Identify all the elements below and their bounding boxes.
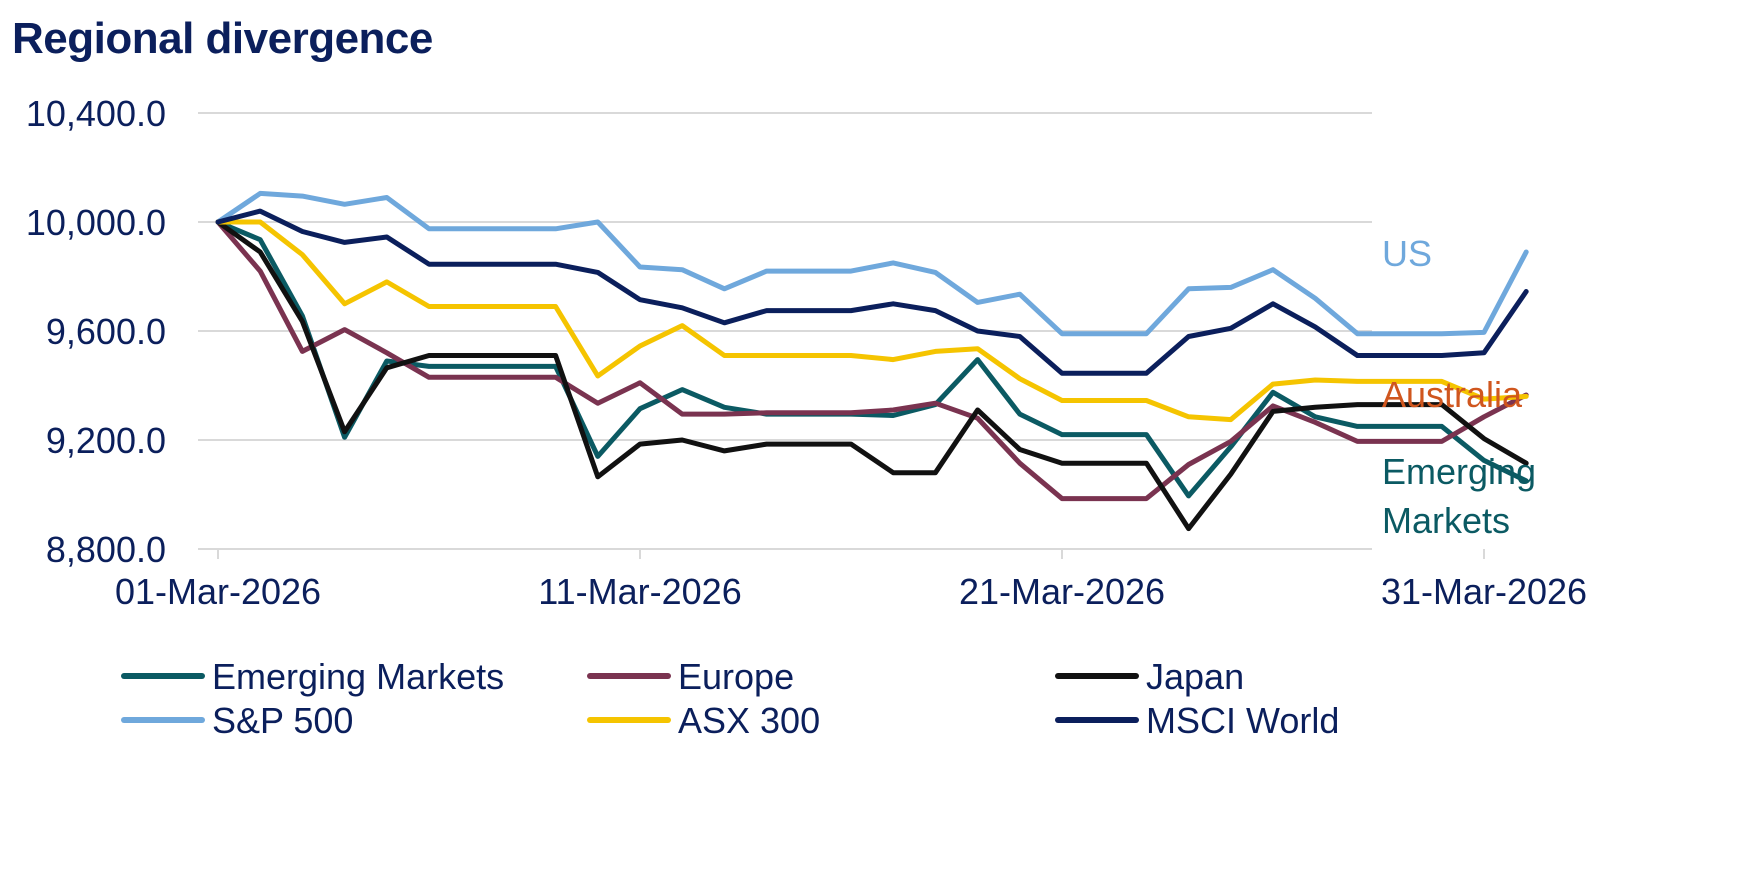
x-tick-label: 11-Mar-2026: [538, 571, 741, 612]
annotation-layer: US Australia Emerging Markets: [1382, 233, 1536, 541]
legend-item-europe: Europe: [587, 656, 794, 697]
legend-item-asx-300: ASX 300: [587, 700, 820, 741]
y-tick-label: 10,400.0: [26, 93, 166, 134]
x-tick-label: 31-Mar-2026: [1381, 571, 1587, 612]
legend-item-s-p-500: S&P 500: [121, 700, 353, 741]
annotation-australia: Australia: [1382, 374, 1523, 415]
annotation-markets: Markets: [1382, 500, 1510, 541]
x-tick-label: 21-Mar-2026: [959, 571, 1165, 612]
legend-item-msci-world: MSCI World: [1055, 700, 1339, 741]
y-tick-label: 10,000.0: [26, 202, 166, 243]
legend-label: MSCI World: [1146, 700, 1339, 741]
series-line-japan: [215, 219, 1529, 532]
series-line-europe: [215, 219, 1529, 502]
series-line-emerging-markets: [215, 219, 1529, 499]
legend-label: Emerging Markets: [212, 656, 504, 697]
axis-layer: 10,400.0 10,000.0 9,600.0 9,200.0 8,800.001-…: [26, 93, 1587, 612]
series-layer: [215, 190, 1529, 532]
y-tick-label: 8,800.0: [46, 529, 166, 570]
x-tick-label: 01-Mar-2026: [115, 571, 321, 612]
chart-title: Regional divergence: [12, 14, 433, 63]
legend-item-japan: Japan: [1055, 656, 1244, 697]
legend: Emerging Markets Europe Japan S&P 500 ASX 30…: [121, 656, 1339, 741]
legend-label: Japan: [1146, 656, 1244, 697]
annotation-emerging: Emerging: [1382, 451, 1536, 492]
legend-item-emerging-markets: Emerging Markets: [121, 656, 504, 697]
annotation-us: US: [1382, 233, 1432, 274]
grid-layer: [198, 112, 1372, 441]
series-line-msci-world: [215, 208, 1529, 376]
legend-label: Europe: [678, 656, 794, 697]
series-line-asx-300: [215, 219, 1529, 423]
y-tick-label: 9,200.0: [46, 420, 166, 461]
y-tick-label: 9,600.0: [46, 311, 166, 352]
series-line-s-p-500: [215, 190, 1529, 337]
legend-label: ASX 300: [678, 700, 820, 741]
legend-label: S&P 500: [212, 700, 353, 741]
